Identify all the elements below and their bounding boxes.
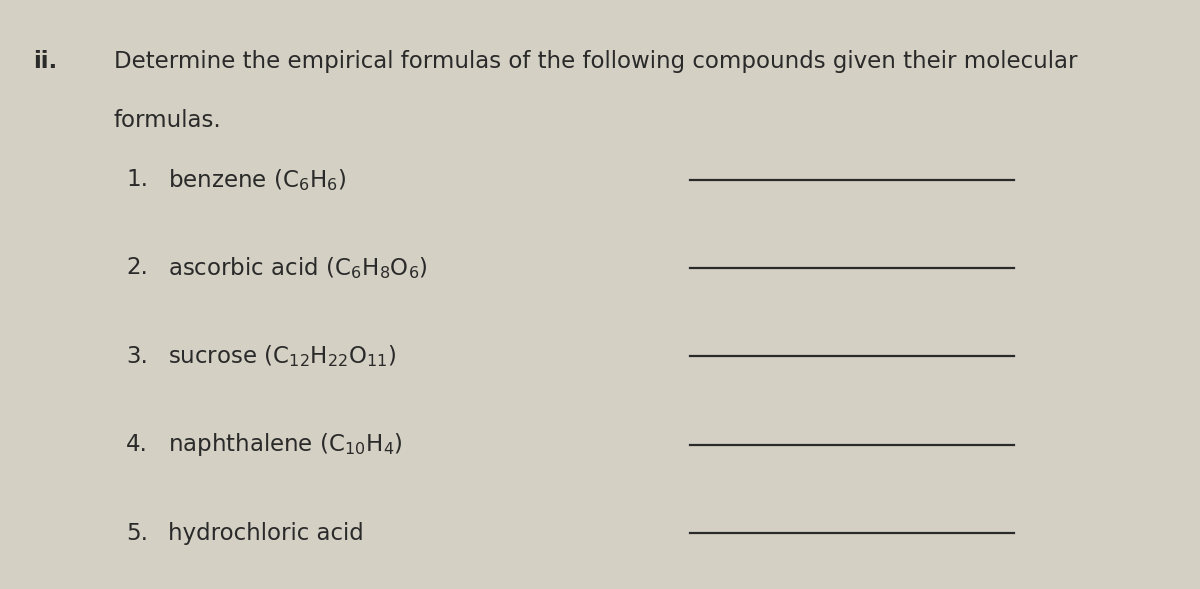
Text: $\mathregular{benzene\ (C_{6}H_{6})}$: $\mathregular{benzene\ (C_{6}H_{6})}$ — [168, 167, 347, 193]
Text: hydrochloric acid: hydrochloric acid — [168, 521, 364, 545]
Text: 3.: 3. — [126, 345, 148, 368]
Text: 1.: 1. — [126, 168, 148, 191]
Text: 2.: 2. — [126, 256, 148, 280]
Text: $\mathregular{ascorbic\ acid\ (C_{6}H_{8}O_{6})}$: $\mathregular{ascorbic\ acid\ (C_{6}H_{8… — [168, 255, 428, 281]
Text: $\mathregular{sucrose\ (C_{12}H_{22}O_{11})}$: $\mathregular{sucrose\ (C_{12}H_{22}O_{1… — [168, 343, 396, 369]
Text: formulas.: formulas. — [114, 109, 222, 132]
Text: Determine the empirical formulas of the following compounds given their molecula: Determine the empirical formulas of the … — [114, 50, 1078, 73]
Text: ii.: ii. — [34, 50, 58, 73]
Text: $\mathregular{naphthalene\ (C_{10}H_{4})}$: $\mathregular{naphthalene\ (C_{10}H_{4})… — [168, 431, 403, 458]
Text: 5.: 5. — [126, 521, 148, 545]
Text: 4.: 4. — [126, 433, 148, 456]
